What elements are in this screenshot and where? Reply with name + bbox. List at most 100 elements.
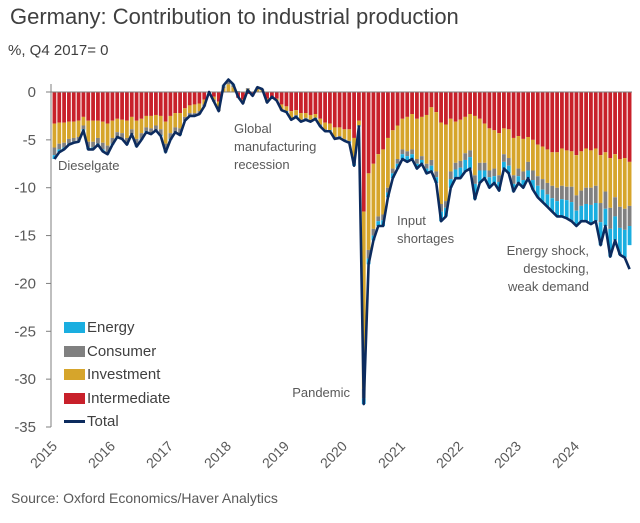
bar-energy: [376, 221, 381, 226]
bar-investment: [187, 105, 192, 114]
bar-energy: [477, 170, 482, 183]
bar-investment: [347, 129, 352, 141]
bar-investment: [603, 152, 608, 192]
bar-investment: [71, 121, 76, 138]
y-tick-label: -10: [14, 180, 36, 197]
bar-intermediate: [545, 92, 550, 150]
bar-investment: [511, 137, 516, 176]
bar-investment: [516, 136, 521, 169]
annotation: Energy shock, destocking, weak demand: [507, 243, 589, 294]
bar-intermediate: [593, 92, 598, 149]
bar-intermediate: [149, 92, 153, 116]
bar-intermediate: [584, 92, 588, 149]
bar-investment: [531, 139, 535, 171]
legend-label-intermediate: Intermediate: [87, 389, 171, 407]
bar-consumer: [381, 214, 385, 221]
bar-intermediate: [279, 92, 284, 105]
bar-intermediate: [376, 92, 381, 155]
bar-investment: [473, 115, 477, 176]
bar-consumer: [535, 176, 540, 186]
annotation-line: recession: [234, 157, 290, 172]
bar-intermediate: [76, 92, 81, 121]
annotation-line: Global: [234, 121, 272, 136]
bar-investment: [231, 87, 236, 92]
bar-consumer: [482, 162, 487, 171]
bar-intermediate: [395, 92, 400, 126]
bar-investment: [400, 118, 405, 150]
bar-investment: [57, 122, 62, 144]
bar-consumer: [502, 154, 506, 162]
bar-consumer: [96, 137, 100, 144]
bar-energy: [598, 222, 603, 246]
bar-investment: [357, 120, 361, 126]
bar-investment: [279, 104, 284, 111]
bar-consumer: [62, 142, 66, 148]
bar-investment: [134, 120, 139, 139]
bar-consumer: [593, 185, 598, 204]
bar-intermediate: [598, 92, 603, 156]
bar-investment: [342, 129, 347, 139]
legend-item-investment: Investment: [64, 363, 170, 387]
legend-label-total: Total: [87, 413, 119, 431]
bar-investment: [390, 130, 395, 169]
bar-consumer: [448, 171, 453, 180]
axes: [46, 84, 632, 428]
bar-investment: [149, 115, 153, 129]
bar-energy: [627, 226, 632, 246]
bar-consumer: [386, 187, 390, 193]
bar-investment: [328, 123, 332, 131]
bar-investment: [622, 158, 627, 209]
bar-consumer: [550, 185, 555, 199]
bar-investment: [444, 124, 448, 202]
bar-investment: [318, 118, 323, 125]
bar-investment: [76, 120, 81, 137]
bar-intermediate: [579, 92, 584, 152]
bar-investment: [255, 89, 260, 92]
bar-consumer: [434, 171, 439, 178]
annotation-line: Dieselgate: [58, 158, 119, 173]
bar-energy: [564, 200, 569, 219]
legend-swatch-investment: [64, 369, 85, 381]
annotation-line: manufacturing: [234, 139, 316, 154]
bar-energy: [555, 201, 559, 217]
bar-investment: [202, 99, 207, 105]
bar-investment: [487, 128, 492, 171]
bar-intermediate: [473, 92, 477, 116]
bar-investment: [299, 113, 303, 120]
bar-investment: [173, 113, 178, 128]
bar-investment: [337, 127, 342, 137]
legend-swatch-consumer: [64, 345, 85, 357]
bar-consumer: [337, 136, 342, 137]
bar-consumer: [192, 113, 197, 116]
bar-consumer: [618, 206, 622, 228]
bar-intermediate: [129, 92, 134, 117]
total-line: [53, 78, 631, 406]
annotation-line: Pandemic: [292, 385, 350, 400]
bar-intermediate: [371, 92, 376, 164]
bar-investment: [463, 116, 468, 154]
bar-intermediate: [357, 92, 361, 121]
bar-investment: [593, 148, 598, 186]
bar-energy: [589, 204, 593, 225]
bar-intermediate: [390, 92, 395, 131]
bar-consumer: [473, 175, 477, 184]
bar-investment: [618, 159, 622, 207]
x-axis-labels: 2015 2016 2017 2018 2019 2020 2021 2022 2023 2024: [27, 438, 582, 471]
bar-investment: [115, 118, 120, 133]
bar-energy: [487, 177, 492, 188]
bar-consumer: [613, 197, 617, 217]
bar-consumer: [134, 138, 139, 146]
bar-energy: [458, 167, 463, 179]
bar-consumer: [627, 205, 632, 226]
bar-intermediate: [212, 92, 216, 97]
bar-investment: [67, 121, 71, 139]
bar-investment: [405, 116, 410, 152]
bar-intermediate: [434, 92, 439, 113]
bar-investment: [120, 119, 124, 134]
bar-investment: [482, 123, 487, 163]
bar-consumer: [347, 140, 352, 142]
bar-investment: [550, 152, 555, 186]
bar-investment: [574, 155, 579, 196]
bar-intermediate: [453, 92, 458, 122]
